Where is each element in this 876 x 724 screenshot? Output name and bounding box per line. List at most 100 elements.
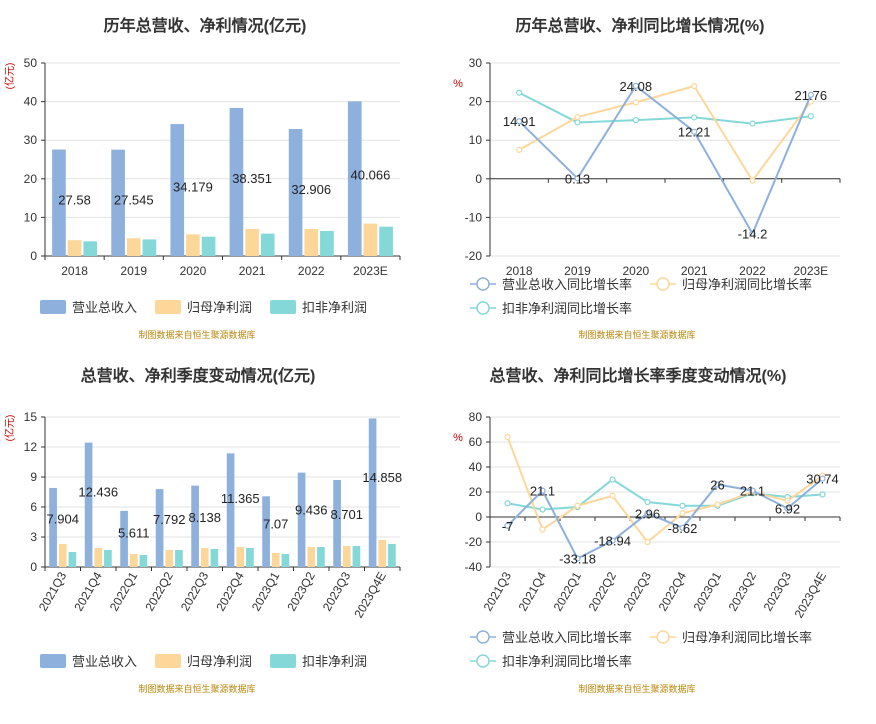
bar-revenue[interactable] bbox=[120, 510, 128, 567]
bar-net-profit[interactable] bbox=[67, 240, 82, 256]
bar-deducted-profit[interactable] bbox=[83, 241, 98, 256]
bar-revenue[interactable] bbox=[297, 472, 306, 567]
bar-deducted-profit[interactable] bbox=[210, 549, 219, 567]
data-point[interactable] bbox=[609, 492, 616, 499]
bar-net-profit[interactable] bbox=[304, 228, 319, 256]
data-point[interactable] bbox=[574, 555, 581, 562]
bar-deducted-profit[interactable] bbox=[379, 226, 393, 256]
bar-net-profit[interactable] bbox=[200, 548, 209, 567]
data-point[interactable] bbox=[632, 99, 639, 106]
bar-net-profit[interactable] bbox=[236, 547, 245, 567]
bar-revenue[interactable] bbox=[111, 149, 125, 256]
bar-deducted-profit[interactable] bbox=[260, 233, 275, 256]
legend-swatch[interactable] bbox=[155, 300, 181, 314]
bar-deducted-profit[interactable] bbox=[104, 550, 112, 567]
bar-net-profit[interactable] bbox=[271, 553, 280, 567]
data-point[interactable] bbox=[749, 177, 756, 184]
bar-net-profit[interactable] bbox=[58, 544, 67, 567]
data-point[interactable] bbox=[504, 522, 511, 529]
bar-revenue[interactable] bbox=[155, 489, 164, 567]
bar-revenue[interactable] bbox=[368, 418, 377, 567]
data-point[interactable] bbox=[644, 510, 651, 517]
legend-swatch[interactable] bbox=[40, 300, 66, 314]
data-point[interactable] bbox=[679, 524, 686, 531]
data-point[interactable] bbox=[516, 146, 523, 153]
bar-deducted-profit[interactable] bbox=[139, 555, 148, 567]
data-point[interactable] bbox=[644, 498, 651, 506]
data-point[interactable] bbox=[807, 113, 814, 120]
data-point[interactable] bbox=[609, 537, 616, 544]
bar-net-profit[interactable] bbox=[126, 238, 141, 256]
data-point[interactable] bbox=[679, 510, 686, 517]
data-point[interactable] bbox=[632, 117, 639, 124]
legend-swatch[interactable] bbox=[270, 654, 296, 668]
data-point[interactable] bbox=[516, 89, 523, 96]
bar-net-profit[interactable] bbox=[186, 234, 200, 256]
bar-deducted-profit[interactable] bbox=[352, 546, 361, 567]
bar-net-profit[interactable] bbox=[245, 228, 259, 256]
bar-deducted-profit[interactable] bbox=[320, 230, 334, 256]
data-point[interactable] bbox=[784, 505, 791, 512]
bar-net-profit[interactable] bbox=[129, 554, 138, 567]
legend-marker[interactable] bbox=[476, 277, 490, 291]
data-point[interactable] bbox=[574, 175, 581, 182]
data-point[interactable] bbox=[516, 118, 523, 125]
bar-deducted-profit[interactable] bbox=[201, 236, 216, 256]
bar-net-profit[interactable] bbox=[363, 223, 378, 256]
data-point[interactable] bbox=[749, 230, 756, 237]
data-point[interactable] bbox=[691, 83, 698, 90]
data-point[interactable] bbox=[749, 120, 756, 127]
data-point[interactable] bbox=[784, 497, 791, 504]
bar-deducted-profit[interactable] bbox=[175, 550, 183, 567]
data-point[interactable] bbox=[539, 487, 546, 494]
bar-revenue[interactable] bbox=[229, 107, 244, 256]
legend-swatch[interactable] bbox=[155, 654, 181, 668]
data-point[interactable] bbox=[609, 476, 616, 483]
data-point[interactable] bbox=[644, 538, 651, 546]
bar-deducted-profit[interactable] bbox=[388, 544, 396, 567]
bar-deducted-profit[interactable] bbox=[317, 547, 325, 567]
bar-deducted-profit[interactable] bbox=[281, 554, 290, 567]
bar-revenue[interactable] bbox=[49, 487, 57, 567]
legend-marker[interactable] bbox=[656, 277, 670, 291]
bar-net-profit[interactable] bbox=[94, 548, 103, 567]
bar-net-profit[interactable] bbox=[378, 540, 387, 567]
data-point[interactable] bbox=[691, 114, 698, 121]
bar-deducted-profit[interactable] bbox=[68, 552, 77, 567]
bar-net-profit[interactable] bbox=[165, 550, 174, 567]
bar-deducted-profit[interactable] bbox=[142, 239, 157, 256]
bar-revenue[interactable] bbox=[333, 479, 341, 567]
data-point[interactable] bbox=[714, 501, 721, 508]
legend-marker[interactable] bbox=[656, 630, 670, 644]
bar-net-profit[interactable] bbox=[307, 547, 316, 567]
bar-revenue[interactable] bbox=[226, 453, 235, 567]
bar-deducted-profit[interactable] bbox=[246, 548, 254, 567]
data-point[interactable] bbox=[691, 128, 698, 135]
data-point[interactable] bbox=[807, 91, 814, 98]
data-point[interactable] bbox=[539, 506, 546, 513]
legend-swatch[interactable] bbox=[270, 300, 296, 314]
data-point[interactable] bbox=[539, 526, 546, 533]
bar-revenue[interactable] bbox=[170, 124, 185, 256]
data-point[interactable] bbox=[749, 487, 756, 494]
bar-revenue[interactable] bbox=[52, 149, 66, 256]
data-point[interactable] bbox=[504, 500, 511, 507]
bar-revenue[interactable] bbox=[288, 128, 303, 256]
data-point[interactable] bbox=[504, 433, 511, 441]
data-point[interactable] bbox=[819, 491, 826, 498]
bar-revenue[interactable] bbox=[262, 496, 270, 567]
legend-swatch[interactable] bbox=[40, 654, 66, 668]
data-point[interactable] bbox=[574, 119, 581, 126]
data-point[interactable] bbox=[679, 502, 686, 509]
legend-marker[interactable] bbox=[476, 630, 490, 644]
bar-revenue[interactable] bbox=[347, 101, 362, 256]
bar-net-profit[interactable] bbox=[342, 546, 351, 567]
data-point[interactable] bbox=[574, 113, 581, 121]
data-point[interactable] bbox=[819, 475, 826, 482]
data-point[interactable] bbox=[574, 502, 581, 509]
data-point[interactable] bbox=[714, 481, 721, 488]
data-point[interactable] bbox=[632, 82, 639, 89]
legend-marker[interactable] bbox=[476, 654, 490, 668]
bar-revenue[interactable] bbox=[84, 442, 93, 567]
bar-revenue[interactable] bbox=[191, 485, 199, 567]
